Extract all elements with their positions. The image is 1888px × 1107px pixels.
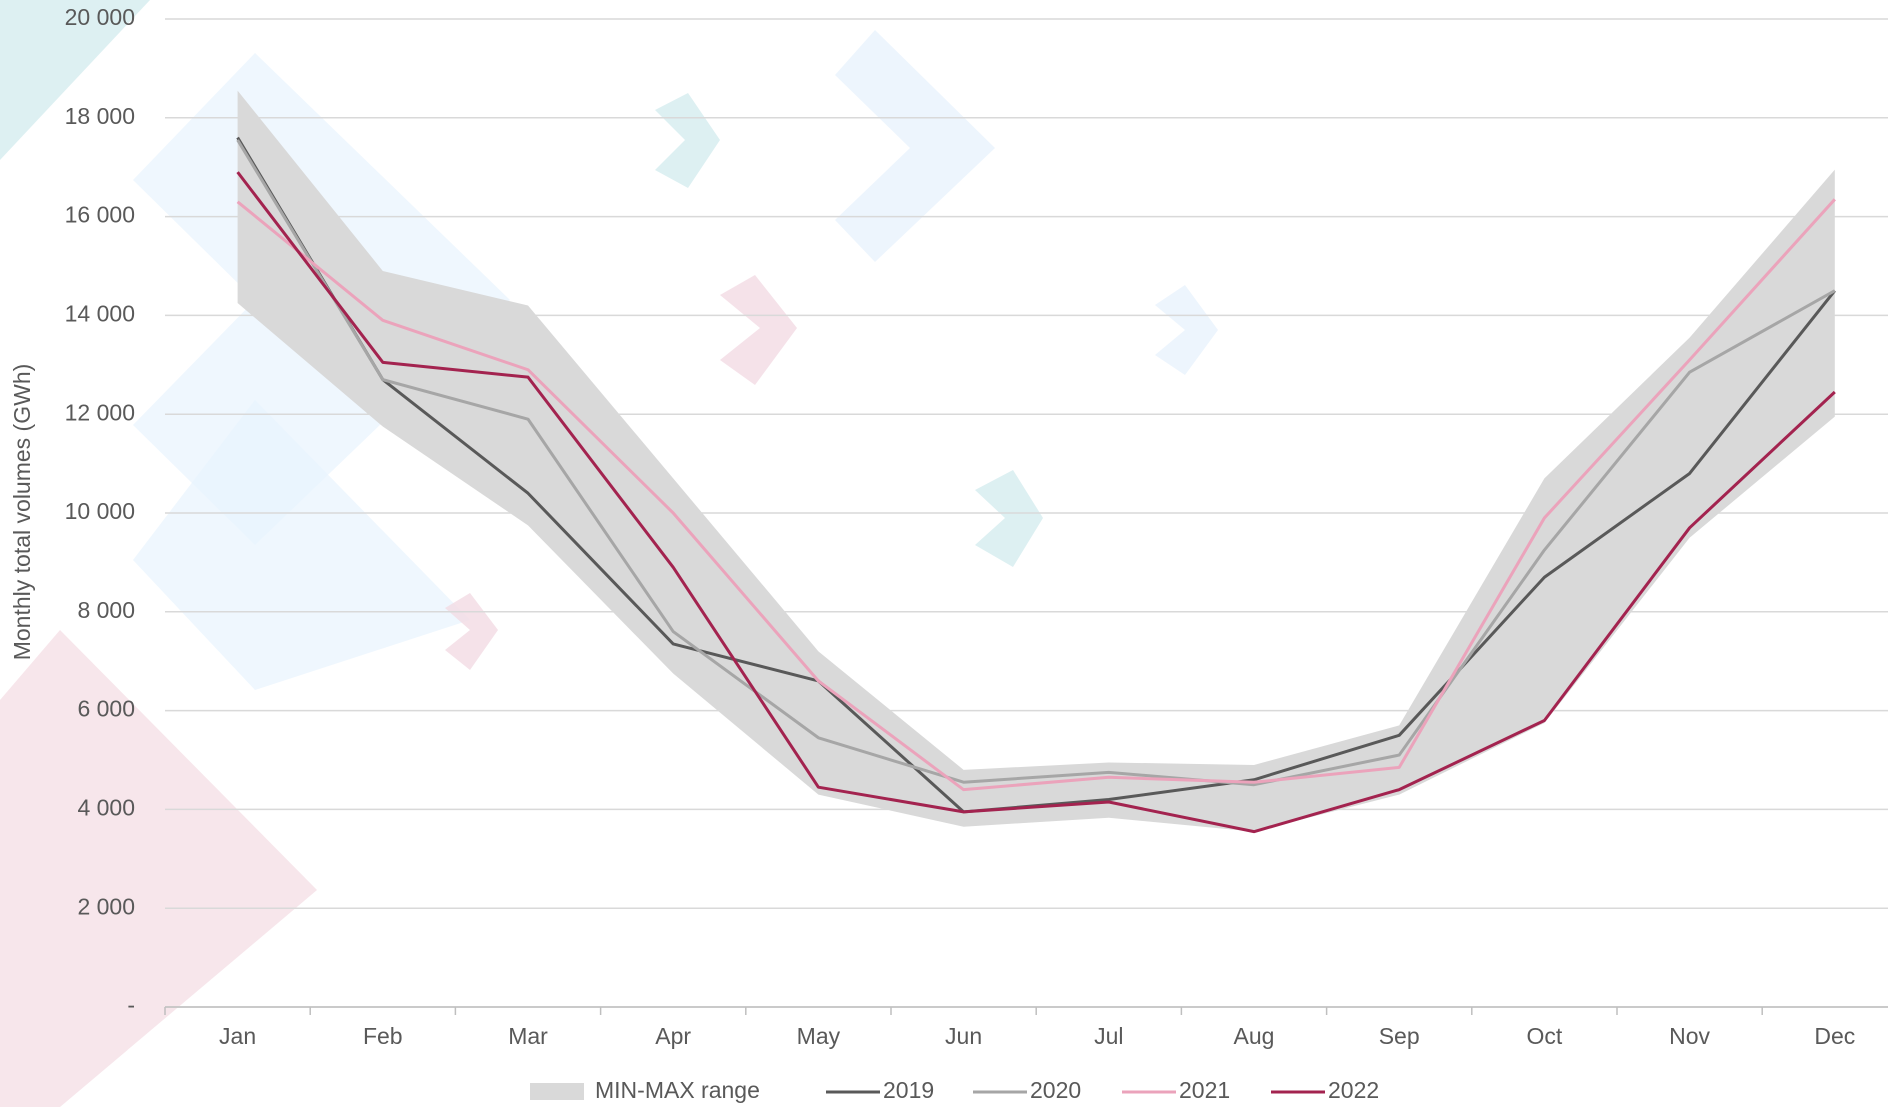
x-tick-label: Nov — [1669, 1023, 1710, 1049]
legend-label: 2019 — [883, 1077, 934, 1103]
legend-label: MIN-MAX range — [595, 1077, 760, 1103]
y-tick-label: 4 000 — [77, 794, 135, 820]
y-tick-label: 6 000 — [77, 696, 135, 722]
y-tick-label: 8 000 — [77, 597, 135, 623]
x-tick-label: Jul — [1094, 1023, 1123, 1049]
x-tick-label: May — [797, 1023, 841, 1049]
decor-shape — [445, 593, 498, 670]
y-tick-label: 2 000 — [77, 893, 135, 919]
decor-shape — [835, 30, 995, 262]
y-tick-label: 20 000 — [65, 4, 135, 30]
decor-shape — [975, 470, 1043, 567]
y-tick-label: 10 000 — [65, 498, 135, 524]
y-tick-label: 12 000 — [65, 399, 135, 425]
legend-swatch — [530, 1083, 584, 1100]
y-tick-label: 14 000 — [65, 300, 135, 326]
y-tick-label: - — [127, 992, 135, 1018]
chart: Monthly total volumes (GWh) - 2 000 4 000 6… — [0, 0, 1888, 1107]
x-tick-label: Mar — [508, 1023, 548, 1049]
x-tick-label: Oct — [1527, 1023, 1563, 1049]
page: {"chart_data": { "type": "line", "y_labe… — [0, 0, 1888, 1107]
x-tick-label: Apr — [655, 1023, 691, 1049]
x-tick-label: Sep — [1379, 1023, 1420, 1049]
legend-label: 2021 — [1179, 1077, 1230, 1103]
x-tick-label: Dec — [1814, 1023, 1855, 1049]
x-tick-label: Aug — [1234, 1023, 1275, 1049]
legend-label: 2020 — [1030, 1077, 1081, 1103]
y-axis-label: Monthly total volumes (GWh) — [9, 364, 35, 661]
x-tick-label: Jun — [945, 1023, 982, 1049]
legend-label: 2022 — [1328, 1077, 1379, 1103]
decor-shape — [0, 630, 317, 1107]
x-tick-label: Feb — [363, 1023, 403, 1049]
y-tick-label: 18 000 — [65, 103, 135, 129]
decor-shape — [720, 275, 797, 385]
y-tick-label: 16 000 — [65, 202, 135, 228]
x-tick-label: Jan — [219, 1023, 256, 1049]
decor-shape — [1155, 285, 1218, 375]
decor-shape — [655, 93, 720, 188]
